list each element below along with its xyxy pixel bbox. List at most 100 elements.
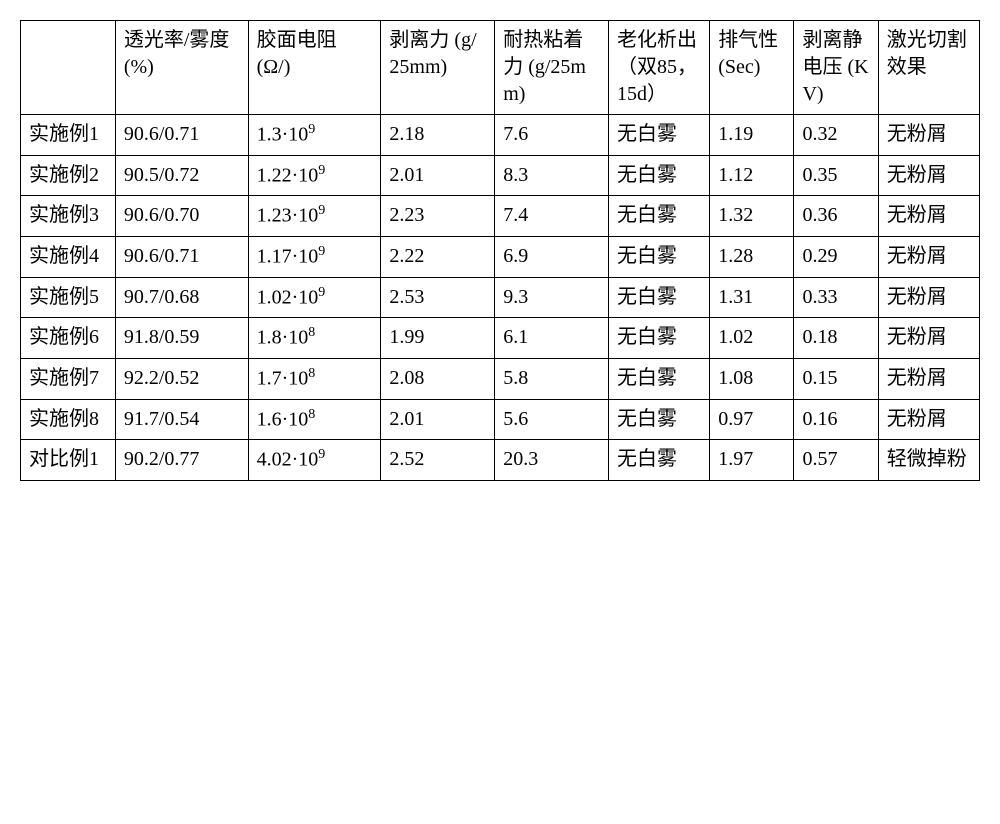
cell-c1: 91.7/0.54 xyxy=(115,399,248,440)
table-row: 实施例590.7/0.681.02·1092.539.3无白雾1.310.33无… xyxy=(21,277,980,318)
cell-c2: 1.3·109 xyxy=(248,115,381,156)
col-header-6: 排气性 (Sec) xyxy=(710,21,794,115)
cell-c7: 0.32 xyxy=(794,115,878,156)
cell-c8: 无粉屑 xyxy=(878,399,979,440)
cell-c3: 2.53 xyxy=(381,277,495,318)
row-label: 对比例1 xyxy=(21,440,116,481)
cell-c6: 0.97 xyxy=(710,399,794,440)
cell-c5: 无白雾 xyxy=(609,196,710,237)
row-label: 实施例8 xyxy=(21,399,116,440)
cell-c5: 无白雾 xyxy=(609,358,710,399)
cell-c4: 8.3 xyxy=(495,155,609,196)
cell-c7: 0.15 xyxy=(794,358,878,399)
cell-c2: 1.7·108 xyxy=(248,358,381,399)
cell-c3: 1.99 xyxy=(381,318,495,359)
col-header-8: 激光切割效果 xyxy=(878,21,979,115)
cell-c3: 2.18 xyxy=(381,115,495,156)
table-row: 实施例390.6/0.701.23·1092.237.4无白雾1.320.36无… xyxy=(21,196,980,237)
cell-c1: 92.2/0.52 xyxy=(115,358,248,399)
sci-exp: 8 xyxy=(308,325,315,340)
cell-c2: 1.23·109 xyxy=(248,196,381,237)
cell-c1: 90.7/0.68 xyxy=(115,277,248,318)
sci-base: 1.22·10 xyxy=(257,164,319,186)
cell-c8: 无粉屑 xyxy=(878,236,979,277)
sci-base: 1.8·10 xyxy=(257,327,309,349)
cell-c4: 5.8 xyxy=(495,358,609,399)
sci-exp: 8 xyxy=(308,366,315,381)
cell-c2: 1.22·109 xyxy=(248,155,381,196)
sci-exp: 9 xyxy=(318,447,325,462)
header-row: 透光率/雾度 (%)胶面电阻 (Ω/)剥离力 (g/25mm)耐热粘着力 (g/… xyxy=(21,21,980,115)
table-row: 实施例792.2/0.521.7·1082.085.8无白雾1.080.15无粉… xyxy=(21,358,980,399)
cell-c8: 无粉屑 xyxy=(878,318,979,359)
col-header-3: 剥离力 (g/25mm) xyxy=(381,21,495,115)
table-head: 透光率/雾度 (%)胶面电阻 (Ω/)剥离力 (g/25mm)耐热粘着力 (g/… xyxy=(21,21,980,115)
cell-c6: 1.32 xyxy=(710,196,794,237)
table-row: 对比例190.2/0.774.02·1092.5220.3无白雾1.970.57… xyxy=(21,440,980,481)
col-header-5: 老化析出 （双85，15d） xyxy=(609,21,710,115)
cell-c2: 1.17·109 xyxy=(248,236,381,277)
cell-c5: 无白雾 xyxy=(609,399,710,440)
cell-c4: 6.1 xyxy=(495,318,609,359)
cell-c5: 无白雾 xyxy=(609,115,710,156)
cell-c5: 无白雾 xyxy=(609,236,710,277)
row-label: 实施例6 xyxy=(21,318,116,359)
cell-c8: 无粉屑 xyxy=(878,196,979,237)
cell-c5: 无白雾 xyxy=(609,155,710,196)
cell-c6: 1.12 xyxy=(710,155,794,196)
cell-c2: 4.02·109 xyxy=(248,440,381,481)
cell-c5: 无白雾 xyxy=(609,277,710,318)
cell-c4: 7.4 xyxy=(495,196,609,237)
cell-c7: 0.35 xyxy=(794,155,878,196)
cell-c8: 无粉屑 xyxy=(878,277,979,318)
table-row: 实施例190.6/0.711.3·1092.187.6无白雾1.190.32无粉… xyxy=(21,115,980,156)
table-row: 实施例691.8/0.591.8·1081.996.1无白雾1.020.18无粉… xyxy=(21,318,980,359)
cell-c2: 1.02·109 xyxy=(248,277,381,318)
cell-c6: 1.31 xyxy=(710,277,794,318)
cell-c3: 2.52 xyxy=(381,440,495,481)
sci-exp: 9 xyxy=(318,203,325,218)
sci-base: 1.7·10 xyxy=(257,368,309,390)
table-row: 实施例490.6/0.711.17·1092.226.9无白雾1.280.29无… xyxy=(21,236,980,277)
cell-c1: 90.6/0.71 xyxy=(115,236,248,277)
sci-base: 4.02·10 xyxy=(257,449,319,471)
sci-base: 1.3·10 xyxy=(257,124,309,146)
sci-exp: 8 xyxy=(308,407,315,422)
table-body: 实施例190.6/0.711.3·1092.187.6无白雾1.190.32无粉… xyxy=(21,115,980,481)
cell-c1: 90.2/0.77 xyxy=(115,440,248,481)
cell-c1: 91.8/0.59 xyxy=(115,318,248,359)
cell-c7: 0.18 xyxy=(794,318,878,359)
sci-exp: 9 xyxy=(318,285,325,300)
row-label: 实施例3 xyxy=(21,196,116,237)
sci-exp: 9 xyxy=(318,244,325,259)
cell-c8: 无粉屑 xyxy=(878,155,979,196)
cell-c2: 1.8·108 xyxy=(248,318,381,359)
cell-c7: 0.57 xyxy=(794,440,878,481)
cell-c7: 0.33 xyxy=(794,277,878,318)
sci-base: 1.02·10 xyxy=(257,286,319,308)
row-label: 实施例7 xyxy=(21,358,116,399)
cell-c7: 0.29 xyxy=(794,236,878,277)
col-header-2: 胶面电阻 (Ω/) xyxy=(248,21,381,115)
col-header-0 xyxy=(21,21,116,115)
col-header-1: 透光率/雾度 (%) xyxy=(115,21,248,115)
cell-c4: 5.6 xyxy=(495,399,609,440)
cell-c3: 2.01 xyxy=(381,155,495,196)
row-label: 实施例1 xyxy=(21,115,116,156)
cell-c3: 2.01 xyxy=(381,399,495,440)
cell-c4: 7.6 xyxy=(495,115,609,156)
sci-base: 1.17·10 xyxy=(257,246,319,268)
sci-exp: 9 xyxy=(308,122,315,137)
sci-base: 1.6·10 xyxy=(257,408,309,430)
cell-c6: 1.02 xyxy=(710,318,794,359)
sci-base: 1.23·10 xyxy=(257,205,319,227)
cell-c6: 1.97 xyxy=(710,440,794,481)
cell-c8: 轻微掉粉 xyxy=(878,440,979,481)
cell-c7: 0.36 xyxy=(794,196,878,237)
row-label: 实施例5 xyxy=(21,277,116,318)
table-row: 实施例290.5/0.721.22·1092.018.3无白雾1.120.35无… xyxy=(21,155,980,196)
row-label: 实施例4 xyxy=(21,236,116,277)
cell-c8: 无粉屑 xyxy=(878,115,979,156)
sci-exp: 9 xyxy=(318,163,325,178)
cell-c8: 无粉屑 xyxy=(878,358,979,399)
